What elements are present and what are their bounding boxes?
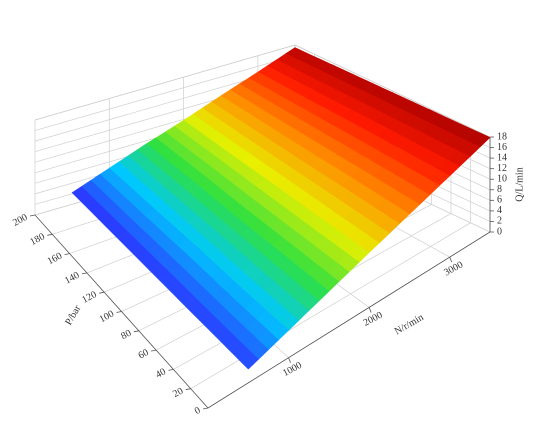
z-axis-title: Q/L/min xyxy=(514,167,525,201)
tick-mark xyxy=(81,272,87,275)
tick-mark xyxy=(99,291,105,294)
tick-mark xyxy=(116,311,122,313)
z-tick-label: 6 xyxy=(497,195,502,206)
tick-mark xyxy=(151,349,157,352)
y-tick-label: 3000 xyxy=(442,259,465,278)
z-tick-label: 16 xyxy=(497,142,507,153)
tick-mark xyxy=(133,330,139,333)
x-tick-label: 140 xyxy=(63,270,81,287)
tick-mark xyxy=(202,407,209,410)
tick-mark xyxy=(29,214,36,217)
z-tick-label: 10 xyxy=(497,174,507,185)
z-tick-label: 14 xyxy=(497,152,507,163)
x-tick-label: 40 xyxy=(154,366,168,380)
z-tick-label: 0 xyxy=(497,226,502,237)
x-tick-label: 160 xyxy=(46,251,64,268)
z-tick-label: 12 xyxy=(497,163,507,174)
x-axis-title: P/bar xyxy=(63,303,83,327)
tick-mark xyxy=(288,357,291,363)
z-tick-label: 4 xyxy=(497,205,502,216)
grid-line xyxy=(34,55,296,131)
tick-mark xyxy=(47,233,53,236)
tick-mark xyxy=(64,253,70,255)
y-tick-label: 2000 xyxy=(362,310,385,329)
x-tick-label: 60 xyxy=(137,347,151,361)
box-edge xyxy=(34,44,296,121)
z-tick-label: 18 xyxy=(497,131,507,142)
tick-mark xyxy=(185,388,191,391)
x-tick-label: 180 xyxy=(28,231,46,248)
y-axis-title: N/r/min xyxy=(393,312,426,337)
y-tick-label: 1000 xyxy=(281,360,304,379)
tick-mark xyxy=(449,256,453,263)
box-edge xyxy=(294,44,491,138)
surface-patch xyxy=(236,348,259,370)
z-tick-label: 2 xyxy=(497,216,502,227)
x-tick-label: 20 xyxy=(171,386,185,400)
y-axis xyxy=(207,231,491,409)
x-tick-label: 200 xyxy=(11,212,29,229)
x-tick-label: 100 xyxy=(98,308,116,325)
tick-mark xyxy=(368,307,372,313)
x-tick-label: 120 xyxy=(80,289,98,306)
grid-line xyxy=(190,222,471,390)
tick-mark xyxy=(168,369,174,371)
x-tick-label: 80 xyxy=(119,328,133,342)
z-tick-label: 8 xyxy=(497,184,502,195)
x-tick-label: 0 xyxy=(193,405,203,417)
